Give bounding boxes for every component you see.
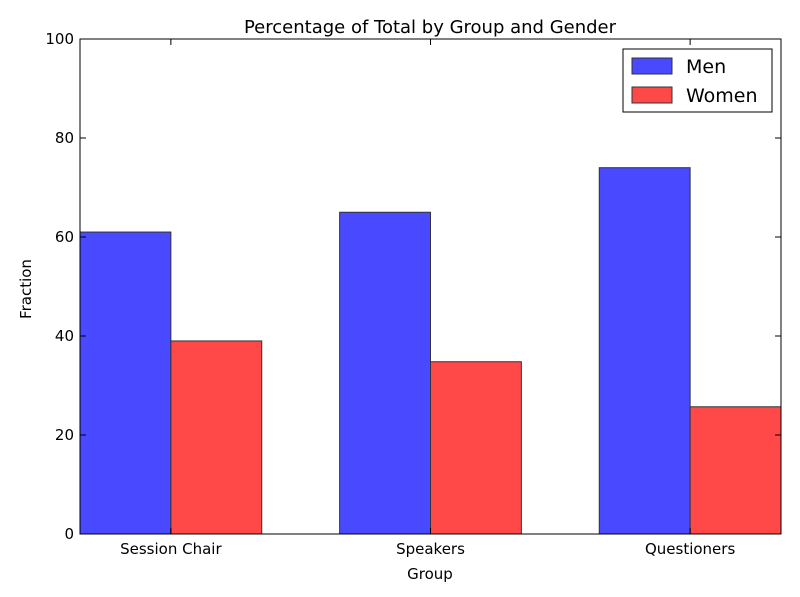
x-tick-label: Questioners bbox=[645, 540, 735, 558]
y-tick-label: 20 bbox=[55, 426, 74, 444]
bar-women-2 bbox=[689, 406, 782, 535]
legend: Men Women bbox=[622, 48, 773, 113]
y-tick-label: 60 bbox=[55, 228, 74, 246]
bar-women-1 bbox=[430, 361, 522, 535]
legend-swatch-women bbox=[631, 86, 673, 104]
bar-men-0 bbox=[79, 231, 172, 535]
y-tick-label: 100 bbox=[45, 30, 74, 48]
legend-label-women: Women bbox=[686, 85, 758, 107]
plot-area: 0 20 40 60 80 100 Session Chair Speakers Questio… bbox=[45, 30, 782, 558]
y-axis-label: Fraction bbox=[17, 259, 35, 319]
legend-swatch-men bbox=[631, 57, 673, 75]
y-tick-label: 40 bbox=[55, 327, 74, 345]
legend-label-men: Men bbox=[686, 56, 726, 78]
bar-women-0 bbox=[170, 340, 263, 535]
y-tick-label: 0 bbox=[64, 525, 74, 543]
y-tick-label: 80 bbox=[55, 129, 74, 147]
bar-men-1 bbox=[339, 211, 432, 535]
bar-men-2 bbox=[598, 167, 691, 535]
x-tick-label: Speakers bbox=[396, 540, 465, 558]
chart-title: Percentage of Total by Group and Gender bbox=[244, 17, 617, 38]
x-axis-label: Group bbox=[407, 565, 453, 583]
x-tick-label: Session Chair bbox=[120, 540, 222, 558]
